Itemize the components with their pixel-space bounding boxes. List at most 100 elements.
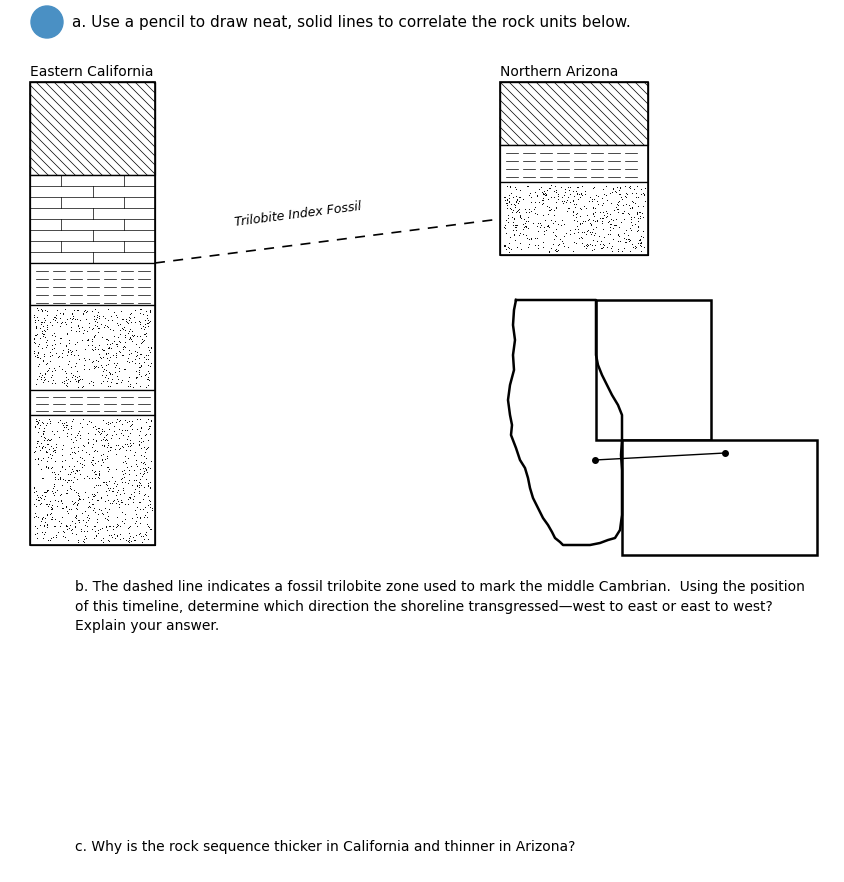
Point bbox=[41, 482, 55, 497]
Point bbox=[91, 354, 105, 368]
Point bbox=[133, 478, 146, 492]
Point bbox=[549, 213, 562, 228]
Point bbox=[62, 344, 75, 358]
Point bbox=[85, 491, 99, 505]
Point bbox=[99, 369, 112, 383]
Point bbox=[595, 198, 609, 212]
Point bbox=[83, 352, 96, 366]
Point bbox=[505, 185, 518, 199]
Point bbox=[97, 320, 111, 334]
Point bbox=[84, 415, 97, 429]
Point bbox=[67, 309, 80, 323]
Point bbox=[134, 302, 148, 316]
Point bbox=[80, 525, 94, 539]
Point bbox=[89, 528, 103, 542]
Point bbox=[97, 343, 111, 357]
Point bbox=[61, 342, 74, 356]
Point bbox=[81, 499, 95, 513]
Point bbox=[603, 207, 617, 221]
Point bbox=[63, 310, 77, 325]
Point bbox=[611, 205, 625, 219]
Point bbox=[32, 356, 46, 370]
Point bbox=[101, 313, 115, 327]
Point bbox=[623, 181, 636, 195]
Point bbox=[69, 324, 83, 338]
Point bbox=[40, 340, 53, 355]
Point bbox=[595, 191, 609, 205]
Point bbox=[578, 186, 592, 200]
Point bbox=[64, 465, 78, 479]
Point bbox=[30, 489, 44, 503]
Point bbox=[108, 356, 122, 370]
Point bbox=[48, 310, 62, 324]
Point bbox=[101, 436, 115, 450]
Point bbox=[515, 242, 528, 256]
Point bbox=[140, 311, 154, 325]
Point bbox=[41, 433, 54, 447]
Point bbox=[73, 512, 86, 527]
Point bbox=[42, 433, 56, 447]
Point bbox=[565, 194, 579, 208]
Point bbox=[62, 354, 76, 368]
Point bbox=[585, 192, 598, 206]
Point bbox=[85, 457, 99, 471]
Point bbox=[543, 203, 556, 217]
Point bbox=[636, 199, 650, 213]
Point bbox=[143, 419, 157, 433]
Point bbox=[36, 425, 50, 439]
Point bbox=[625, 199, 639, 213]
Point bbox=[570, 183, 583, 198]
Point bbox=[38, 485, 51, 499]
Point bbox=[143, 314, 157, 328]
Point bbox=[36, 438, 50, 452]
Point bbox=[116, 470, 130, 484]
Point bbox=[536, 196, 549, 210]
Point bbox=[96, 455, 110, 469]
Point bbox=[28, 445, 41, 459]
Point bbox=[134, 529, 148, 543]
Point bbox=[37, 315, 51, 329]
Point bbox=[59, 519, 73, 533]
Point bbox=[541, 219, 555, 233]
Point bbox=[140, 466, 154, 480]
Point bbox=[543, 181, 556, 195]
Point bbox=[72, 515, 85, 529]
Point bbox=[92, 338, 106, 352]
Point bbox=[106, 494, 119, 508]
Point bbox=[80, 417, 94, 431]
Point bbox=[64, 347, 78, 361]
Point bbox=[101, 509, 115, 523]
Point bbox=[76, 326, 89, 340]
Point bbox=[506, 197, 520, 211]
Point bbox=[118, 330, 132, 344]
Point bbox=[86, 420, 100, 434]
Point bbox=[73, 450, 87, 464]
Point bbox=[508, 180, 522, 194]
Bar bbox=[30, 263, 155, 305]
Point bbox=[57, 501, 70, 515]
Point bbox=[575, 231, 588, 245]
Point bbox=[83, 496, 96, 510]
Point bbox=[602, 228, 615, 242]
Point bbox=[513, 206, 527, 220]
Point bbox=[606, 181, 619, 195]
Point bbox=[627, 210, 641, 224]
Point bbox=[66, 463, 79, 477]
Point bbox=[127, 355, 141, 370]
Point bbox=[60, 483, 73, 497]
Point bbox=[48, 493, 62, 507]
Point bbox=[544, 213, 558, 228]
Point bbox=[27, 332, 41, 346]
Point bbox=[37, 433, 51, 447]
Point bbox=[137, 327, 150, 341]
Point bbox=[101, 379, 115, 393]
Point bbox=[603, 213, 616, 228]
Point bbox=[623, 201, 636, 215]
Point bbox=[519, 205, 533, 219]
Point bbox=[30, 310, 44, 324]
Point bbox=[77, 453, 90, 467]
Point bbox=[123, 443, 137, 457]
Point bbox=[34, 370, 47, 384]
Point bbox=[29, 349, 42, 363]
Point bbox=[99, 501, 112, 515]
